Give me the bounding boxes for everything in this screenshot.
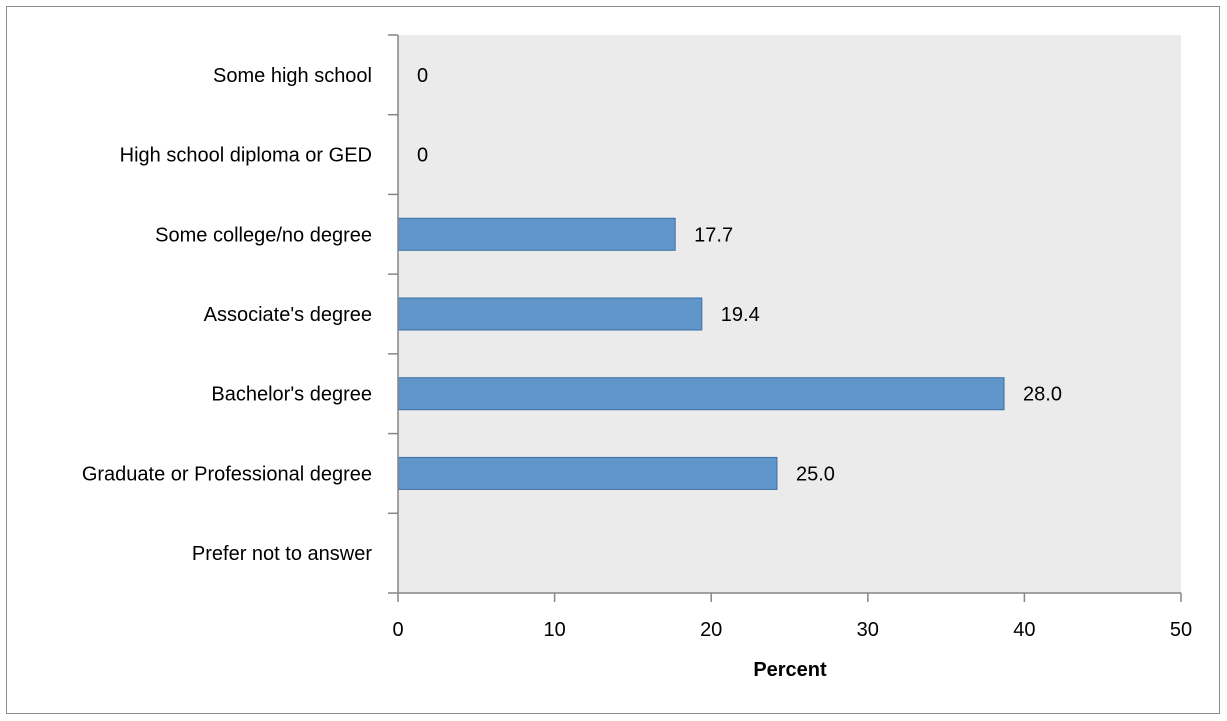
category-label: Some college/no degree bbox=[155, 224, 372, 246]
category-label: Some high school bbox=[213, 65, 372, 87]
bars-layer bbox=[397, 217, 1005, 490]
data-label: 0 bbox=[417, 65, 428, 87]
x-tick-label: 20 bbox=[700, 619, 722, 641]
bar bbox=[397, 217, 676, 251]
x-tick-label: 40 bbox=[1013, 619, 1035, 641]
category-label: Associate's degree bbox=[204, 304, 372, 326]
bar bbox=[397, 297, 703, 331]
data-label: 25.0 bbox=[796, 463, 835, 485]
bar bbox=[397, 456, 778, 490]
axes-layer bbox=[388, 34, 1182, 602]
category-label: Prefer not to answer bbox=[192, 543, 372, 565]
category-label: Bachelor's degree bbox=[211, 384, 372, 406]
x-tick-label: 10 bbox=[543, 619, 565, 641]
x-tick-label: 0 bbox=[392, 619, 403, 641]
data-label: 0 bbox=[417, 145, 428, 167]
bar bbox=[397, 377, 1005, 411]
data-label: 28.0 bbox=[1023, 384, 1062, 406]
labels-layer: Some high school 0 High school diploma or … bbox=[82, 65, 1192, 641]
x-tick-label: 50 bbox=[1170, 619, 1192, 641]
category-label: High school diploma or GED bbox=[120, 145, 372, 167]
data-label: 19.4 bbox=[721, 304, 760, 326]
x-axis-title: Percent bbox=[753, 659, 827, 681]
data-label: 17.7 bbox=[694, 224, 733, 246]
x-tick-label: 30 bbox=[857, 619, 879, 641]
category-label: Graduate or Professional degree bbox=[82, 463, 372, 485]
